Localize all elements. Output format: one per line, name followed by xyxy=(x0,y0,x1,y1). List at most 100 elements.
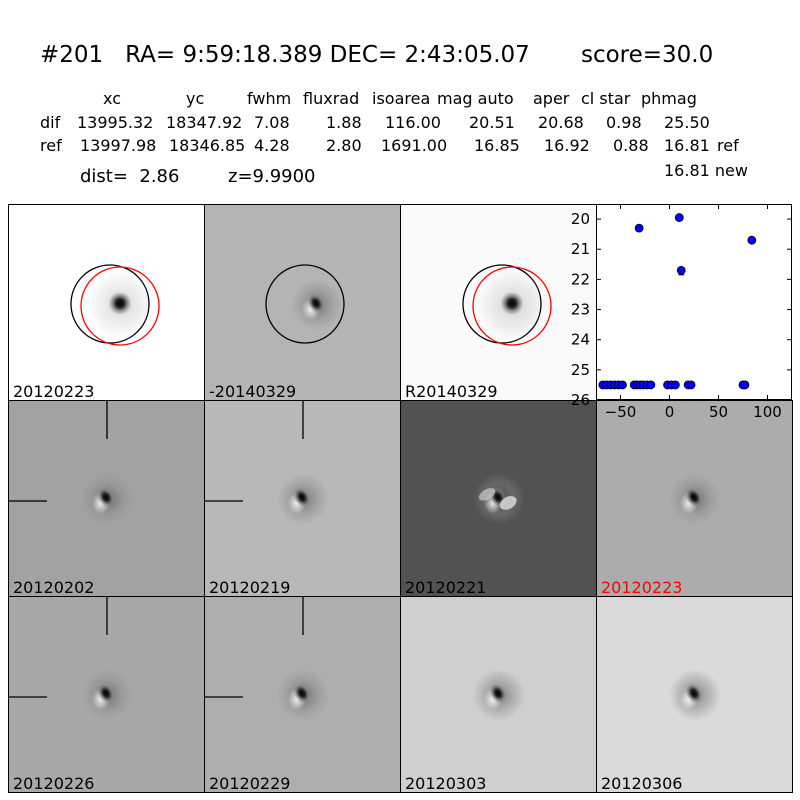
dif-mag-auto: 20.51 xyxy=(469,113,515,132)
panel-date-label: 20120223 xyxy=(601,578,683,597)
source-bright-lobe xyxy=(499,496,517,510)
col-header-mag-auto: mag auto xyxy=(437,89,514,108)
dif-yc: 18347.92 xyxy=(166,113,243,132)
chart-frame xyxy=(596,204,792,400)
dif-fluxrad: 1.88 xyxy=(326,113,362,132)
aperture-circle xyxy=(265,264,345,344)
dif-isoarea: 116.00 xyxy=(385,113,441,132)
y-tick-label: 25 xyxy=(571,361,590,379)
ref-mag-auto: 16.85 xyxy=(474,136,520,155)
source-core xyxy=(293,486,311,508)
panel-date-label: 20120223 xyxy=(13,382,95,401)
source-core xyxy=(97,486,115,508)
y-tick-label: 21 xyxy=(571,240,590,258)
cutout-panel: 20120202 xyxy=(8,400,205,597)
cutout-image xyxy=(669,669,721,721)
cutout-panel: 20120219 xyxy=(204,400,401,597)
source-core xyxy=(500,291,524,316)
source-core xyxy=(307,292,325,314)
panel-date-label: 20120202 xyxy=(13,578,95,597)
panel-date-label: 20120306 xyxy=(601,774,683,793)
col-header-yc: yc xyxy=(186,89,205,108)
cutout-image xyxy=(473,473,525,525)
col-header-isoarea: isoarea xyxy=(372,89,431,108)
row-name-ref: ref xyxy=(40,136,62,155)
y-tick-label: 22 xyxy=(571,270,590,288)
y-tick-label: 26 xyxy=(571,391,590,409)
x-tick-label: 0 xyxy=(665,403,675,421)
cutout-image xyxy=(9,401,133,525)
cutout-panel: -20140329 xyxy=(204,204,401,401)
reference-circle xyxy=(472,266,552,346)
row-name-dif: dif xyxy=(40,113,61,132)
data-point xyxy=(740,380,750,390)
data-point xyxy=(676,265,686,275)
dist-value: dist= 2.86 xyxy=(80,166,180,187)
data-point xyxy=(674,213,684,222)
source-core xyxy=(108,291,132,316)
cutout-panel: 20120223 xyxy=(596,400,793,597)
cutout-image xyxy=(265,264,345,344)
cutout-image xyxy=(9,597,133,721)
ref-fwhm: 4.28 xyxy=(254,136,290,155)
cutout-image xyxy=(462,264,552,346)
ref-xc: 13997.98 xyxy=(80,136,157,155)
ref-phmag: 16.81 xyxy=(664,136,710,155)
reference-circle xyxy=(80,266,160,346)
source-core xyxy=(685,486,703,508)
source-bright-lobe xyxy=(478,488,496,501)
dif-fwhm: 7.08 xyxy=(254,113,290,132)
panel-date-label: 20120226 xyxy=(13,774,95,793)
y-tick-label: 23 xyxy=(571,301,590,319)
new-mag-value: 16.81 new xyxy=(664,161,748,180)
aperture-circle xyxy=(70,264,150,344)
dif-xc: 13995.32 xyxy=(77,113,154,132)
ref-fluxrad: 2.80 xyxy=(326,136,362,155)
cutout-image xyxy=(205,401,329,525)
source-core xyxy=(97,682,115,704)
col-header-fwhm: fwhm xyxy=(247,89,292,108)
dif-cl-star: 0.98 xyxy=(606,113,642,132)
data-point xyxy=(686,380,696,390)
col-header-aper: aper xyxy=(533,89,570,108)
cutout-panel: 20120223 xyxy=(8,204,205,401)
cutout-image xyxy=(205,597,329,721)
light-curve-chart: 20 21 22 23 24 25 26 −50 0 50 100 xyxy=(571,204,792,421)
dif-phmag: 25.50 xyxy=(664,113,710,132)
col-header-xc: xc xyxy=(103,89,121,108)
dif-aper: 20.68 xyxy=(538,113,584,132)
data-point xyxy=(670,380,680,390)
page-title: #201 RA= 9:59:18.389 DEC= 2:43:05.07 sco… xyxy=(40,42,714,68)
cutout-panel: 20120303 xyxy=(400,596,597,793)
cutout-panel: R20140329 xyxy=(400,204,597,401)
col-header-cl-star: cl star xyxy=(581,89,631,108)
cutout-image xyxy=(70,264,160,346)
ref-isoarea: 1691.00 xyxy=(381,136,448,155)
data-point xyxy=(618,380,627,390)
cutout-panel: 20120306 xyxy=(596,596,793,793)
panel-date-label: -20140329 xyxy=(209,382,297,401)
col-header-fluxrad: fluxrad xyxy=(303,89,360,108)
x-tick-label: 50 xyxy=(709,403,728,421)
data-point xyxy=(646,380,656,390)
ref-extra-label: ref xyxy=(717,136,739,155)
col-header-phmag: phmag xyxy=(641,89,697,108)
cutout-panel: 20120221 xyxy=(400,400,597,597)
cutout-panel: 20120226 xyxy=(8,596,205,793)
light-curve-svg: 20 21 22 23 24 25 26 −50 0 50 100 xyxy=(571,204,792,421)
aperture-circle xyxy=(462,264,542,344)
panel-date-label: 20120229 xyxy=(209,774,291,793)
source-core xyxy=(685,682,703,704)
ref-cl-star: 0.88 xyxy=(613,136,649,155)
x-tick-label: 100 xyxy=(753,403,782,421)
ref-yc: 18346.85 xyxy=(169,136,246,155)
cutout-panel: 20120229 xyxy=(204,596,401,793)
x-tick-label: −50 xyxy=(605,403,637,421)
panel-date-label: 20120219 xyxy=(209,578,291,597)
panel-date-label: R20140329 xyxy=(405,382,498,401)
y-tick-label: 20 xyxy=(571,210,590,228)
y-tick-label: 24 xyxy=(571,331,590,349)
data-point xyxy=(747,235,757,245)
panel-date-label: 20120221 xyxy=(405,578,487,597)
source-core xyxy=(489,682,507,704)
